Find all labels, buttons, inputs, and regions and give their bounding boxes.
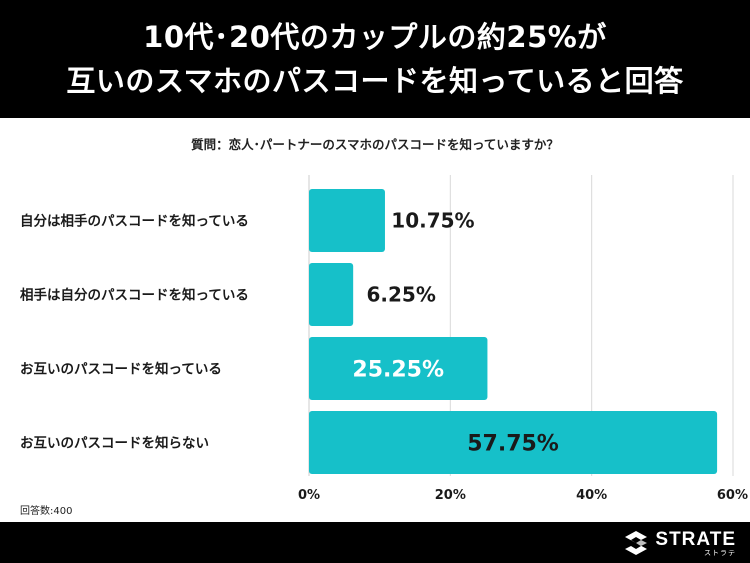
bar-2 [309,263,354,326]
survey-question: 質問：恋人･パートナーのスマホのパスコードを知っていますか？ [191,137,559,152]
tick-label-40: 40% [576,488,607,500]
header-banner: 10代･20代のカップルの約25%が 互いのスマホのパスコードを知っていると回答 [0,0,750,118]
tick-label-0: 0% [298,488,320,500]
title-line-1: 10代･20代のカップルの約25%が [143,20,607,54]
data-label-2: 6.25% [366,283,435,307]
logo-sub: ストラテ [704,548,736,557]
bar-1 [309,189,385,252]
category-label-4: お互いのパスコードを知らない [20,435,209,452]
data-label-1: 10.75% [391,209,474,233]
tick-label-20: 20% [435,488,466,500]
category-label-3: お互いのパスコードを知っている [20,361,222,378]
strate-logo: STRATE ストラテ [623,528,736,558]
footer-bar [0,522,750,563]
category-label-1: 自分は相手のパスコードを知っている [20,213,249,230]
data-label-4: 57.75% [467,432,559,457]
data-label-3: 25.25% [352,358,444,383]
logo-name: STRATE [655,528,736,550]
bar-chart: 自分は相手のパスコードを知っている 10.75% 相手は自分のパスコードを知っている… [20,175,748,500]
title-line-2: 互いのスマホのパスコードを知っていると回答 [66,64,684,98]
bar-4 [309,411,718,474]
strate-logo-icon [625,531,648,555]
category-label-2: 相手は自分のパスコードを知っている [20,287,249,304]
bar-3 [309,337,488,400]
sample-size: 回答数:400 [20,506,73,517]
tick-label-60: 60% [717,488,748,500]
